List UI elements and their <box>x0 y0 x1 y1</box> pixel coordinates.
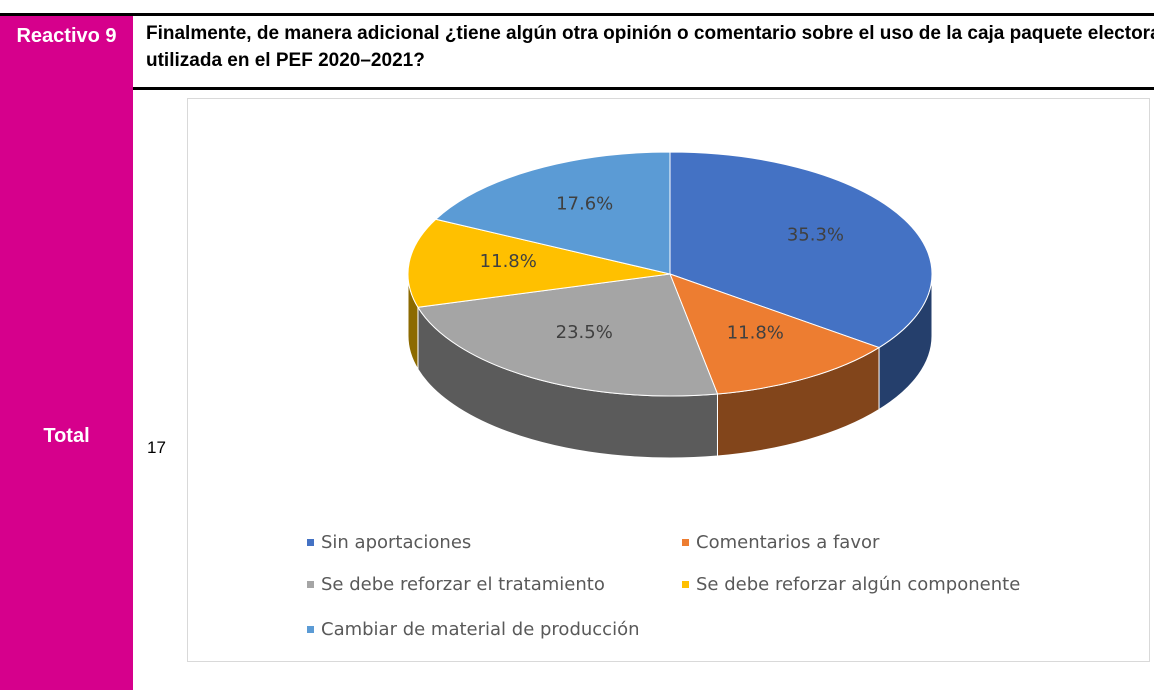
rule <box>133 87 1154 90</box>
rule <box>0 13 1154 16</box>
legend-swatch <box>307 626 314 633</box>
slice <box>669 273 881 395</box>
count: 17 <box>147 438 166 457</box>
legend-label: Se debe reforzar el tratamiento <box>321 574 605 595</box>
slice <box>669 151 933 349</box>
legend-label: Sin aportaciones <box>321 532 471 553</box>
legend-label: Comentarios a favor <box>696 532 880 553</box>
data-label: 11.8% <box>480 251 537 272</box>
slice <box>417 273 719 397</box>
question: Finalmente, de manera adicional ¿tiene a… <box>146 23 1154 71</box>
chart: 35.3% 11.8% 23.5% 11.8% 17.6% Sin aportacione… <box>187 98 1150 662</box>
legend-label: Cambiar de material de producción <box>321 619 640 640</box>
label-column <box>0 14 133 690</box>
legend-label: Se debe reforzar algún componente <box>696 574 1020 595</box>
row-label: Total <box>43 425 90 447</box>
data-label: 17.6% <box>556 194 613 215</box>
data-label: 23.5% <box>556 322 613 343</box>
slice <box>434 151 671 275</box>
legend-swatch <box>682 581 689 588</box>
data-label: 11.8% <box>727 322 784 343</box>
legend-swatch <box>682 539 689 546</box>
slice <box>407 218 671 308</box>
legend-swatch <box>307 581 314 588</box>
legend-swatch <box>307 539 314 546</box>
data-label: 35.3% <box>787 224 844 245</box>
item-label: Reactivo 9 <box>16 25 117 47</box>
